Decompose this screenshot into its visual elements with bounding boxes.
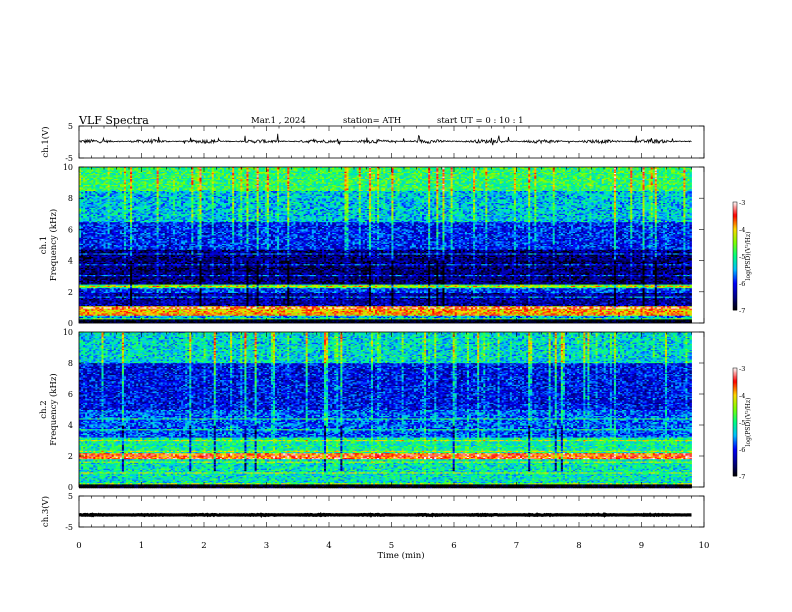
ch1-waveform-panel: 5 -5 ch.1(V) bbox=[40, 122, 704, 163]
figure-title: VLF Spectra bbox=[78, 114, 149, 127]
y-tick-label: -5 bbox=[65, 154, 73, 163]
waveform-line bbox=[79, 134, 692, 145]
y-axis-label: ch.1(V) bbox=[40, 126, 51, 157]
start-ut-label: start UT = 0 : 10 : 1 bbox=[437, 116, 524, 126]
y-tick-label: 5 bbox=[68, 122, 73, 131]
station-label: station= ATH bbox=[343, 116, 401, 126]
vlf-spectra-figure: VLF Spectra Mar.1 , 2024 station= ATH st… bbox=[0, 0, 792, 612]
date-label: Mar.1 , 2024 bbox=[251, 116, 306, 126]
spectrogram-cells bbox=[79, 167, 692, 323]
